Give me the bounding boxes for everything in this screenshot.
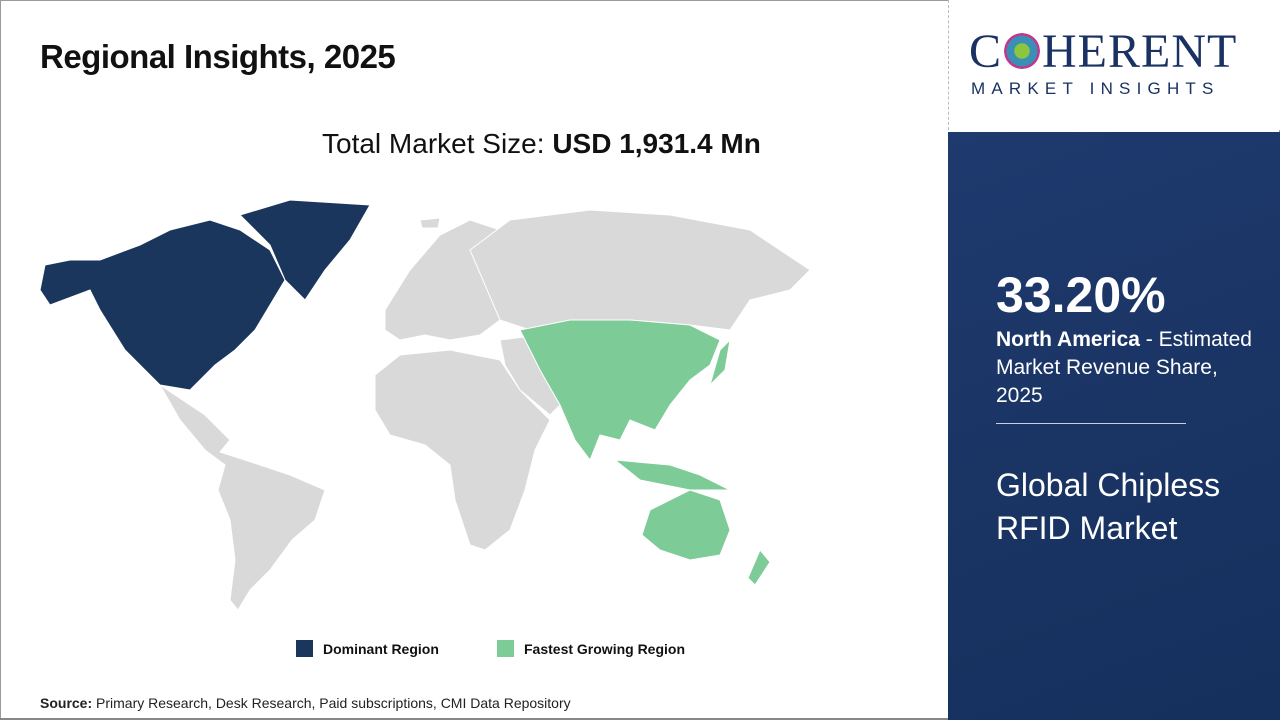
legend-swatch-dominant: [296, 640, 313, 657]
map-north-america: [39, 219, 286, 391]
map-japan: [708, 338, 731, 387]
legend-swatch-fastest: [497, 640, 514, 657]
map-africa: [374, 349, 551, 551]
source-text: Primary Research, Desk Research, Paid su…: [96, 695, 571, 711]
map-latin-america: [159, 384, 326, 611]
logo-sub-text: MARKET INSIGHTS: [971, 79, 1220, 98]
logo-globe-icon: [1004, 33, 1041, 69]
market-share-description: North America - Estimated Market Revenue…: [996, 326, 1266, 410]
total-market-size: Total Market Size: USD 1,931.4 Mn: [322, 128, 761, 160]
info-sidebar: C HERENT MARKET INSIGHTS 33.20% North Ame…: [948, 0, 1280, 720]
region-name: North America: [996, 328, 1140, 351]
legend-fastest: Fastest Growing Region: [497, 640, 685, 657]
map-se-asia-islands: [613, 459, 731, 491]
map-new-zealand: [747, 549, 771, 586]
map-australia: [641, 489, 731, 561]
total-market-label: Total Market Size:: [322, 128, 545, 159]
market-share-value: 33.20%: [996, 267, 1166, 323]
map-russia: [469, 209, 811, 331]
legend-dominant: Dominant Region: [296, 640, 439, 657]
logo-main-text: C HERENT: [969, 25, 1238, 78]
map-iceland: [419, 217, 441, 229]
logo: C HERENT MARKET INSIGHTS: [948, 0, 1280, 130]
page-title: Regional Insights, 2025: [40, 38, 396, 75]
total-market-value: USD 1,931.4 Mn: [552, 128, 761, 159]
source-note: Source: Primary Research, Desk Research,…: [40, 695, 571, 711]
world-map: [39, 199, 811, 611]
legend-label: Dominant Region: [323, 640, 439, 657]
source-label: Source:: [40, 695, 93, 711]
legend-label: Fastest Growing Region: [524, 640, 686, 657]
description-text: - Estimated Market Revenue Share, 2025: [996, 328, 1252, 407]
highlight-panel: 33.20% North America - Estimated Market …: [948, 132, 1280, 720]
divider: [0, 718, 950, 720]
map-greenland: [239, 199, 371, 301]
map-asia-pacific: [519, 319, 721, 462]
panel-divider: [996, 423, 1186, 424]
market-name: Global Chipless RFID Market: [996, 467, 1221, 546]
